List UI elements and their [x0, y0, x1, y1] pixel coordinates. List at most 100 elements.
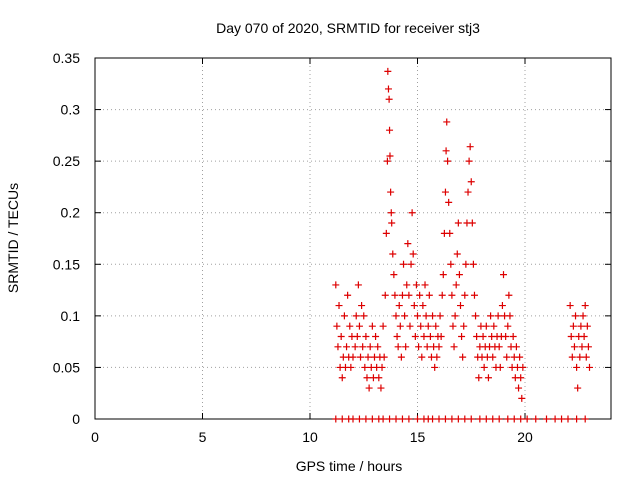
data-point: [502, 332, 510, 340]
data-point: [461, 291, 469, 299]
data-point: [414, 415, 421, 423]
data-point: [512, 343, 520, 351]
plot-frame: [94, 57, 612, 420]
data-point: [543, 415, 550, 423]
data-point: [519, 363, 527, 371]
data-point: [397, 353, 405, 361]
data-point: [390, 271, 398, 279]
data-point: [465, 157, 473, 165]
data-point: [379, 415, 387, 423]
data-point: [419, 302, 427, 310]
data-point: [347, 363, 355, 371]
data-point: [378, 363, 386, 371]
data-point: [368, 322, 376, 330]
chart-title: Day 070 of 2020, SRMTID for receiver stj…: [216, 20, 480, 36]
data-point: [446, 229, 454, 237]
data-point: [568, 353, 576, 361]
data-point: [353, 332, 361, 340]
data-point: [436, 312, 444, 320]
data-point: [335, 302, 343, 310]
data-point: [482, 322, 490, 330]
data-point: [581, 302, 589, 310]
data-point: [379, 322, 387, 330]
data-point: [416, 291, 424, 299]
data-point: [551, 415, 559, 423]
data-point: [395, 302, 403, 310]
data-point: [435, 343, 443, 351]
data-point: [384, 85, 392, 93]
x-axis-label: GPS time / hours: [296, 458, 403, 474]
data-point: [435, 415, 443, 423]
data-point: [584, 343, 592, 351]
data-point: [405, 415, 413, 423]
y-tick-label: 0.35: [53, 50, 80, 66]
data-point: [577, 322, 585, 330]
y-tick-label: 0.3: [61, 102, 81, 118]
data-point: [570, 343, 578, 351]
data-point: [426, 332, 434, 340]
data-point: [391, 291, 399, 299]
data-point: [387, 188, 395, 196]
data-point: [403, 281, 411, 289]
data-point: [360, 312, 368, 320]
data-point: [515, 384, 523, 392]
data-point: [380, 353, 388, 361]
data-point: [433, 353, 441, 361]
data-point: [466, 143, 474, 151]
data-point: [375, 374, 383, 382]
data-point: [476, 415, 484, 423]
data-point: [443, 118, 451, 126]
data-point: [359, 343, 367, 351]
data-point: [473, 332, 481, 340]
data-point: [431, 363, 439, 371]
data-point: [384, 67, 392, 75]
x-tick-label: 15: [410, 429, 426, 445]
data-point: [510, 415, 518, 423]
data-point: [337, 332, 345, 340]
data-point: [368, 415, 376, 423]
data-point: [385, 95, 393, 103]
data-point: [338, 415, 346, 423]
data-point: [468, 219, 476, 227]
data-point: [460, 322, 468, 330]
data-point: [362, 332, 370, 340]
data-point: [496, 363, 504, 371]
data-point: [567, 332, 575, 340]
y-tick-label: 0.15: [53, 256, 80, 272]
data-point: [407, 260, 415, 268]
data-point: [392, 312, 400, 320]
data-point: [410, 302, 418, 310]
data-point: [457, 302, 464, 310]
x-tick-label: 5: [199, 429, 207, 445]
data-point: [464, 188, 472, 196]
data-point: [398, 415, 406, 423]
data-point: [394, 343, 402, 351]
data-point: [386, 152, 394, 160]
data-point: [344, 291, 352, 299]
data-point: [475, 374, 483, 382]
data-point: [453, 250, 461, 258]
data-point: [452, 281, 460, 289]
data-point: [361, 363, 369, 371]
data-point: [448, 291, 456, 299]
data-point: [503, 353, 511, 361]
data-point: [362, 415, 370, 423]
data-point: [338, 374, 346, 382]
data-point: [396, 322, 404, 330]
data-point: [412, 281, 420, 289]
data-point: [365, 384, 373, 392]
data-point: [415, 343, 423, 351]
data-point: [357, 353, 365, 361]
data-point: [355, 322, 363, 330]
data-point: [579, 312, 587, 320]
data-point: [444, 157, 452, 165]
data-point: [398, 291, 406, 299]
data-point: [439, 271, 447, 279]
data-point: [441, 188, 449, 196]
data-point: [451, 312, 459, 320]
data-point: [417, 322, 425, 330]
data-point: [500, 271, 507, 279]
y-tick-label: 0.05: [53, 359, 80, 375]
data-point: [490, 322, 498, 330]
data-point: [422, 312, 430, 320]
